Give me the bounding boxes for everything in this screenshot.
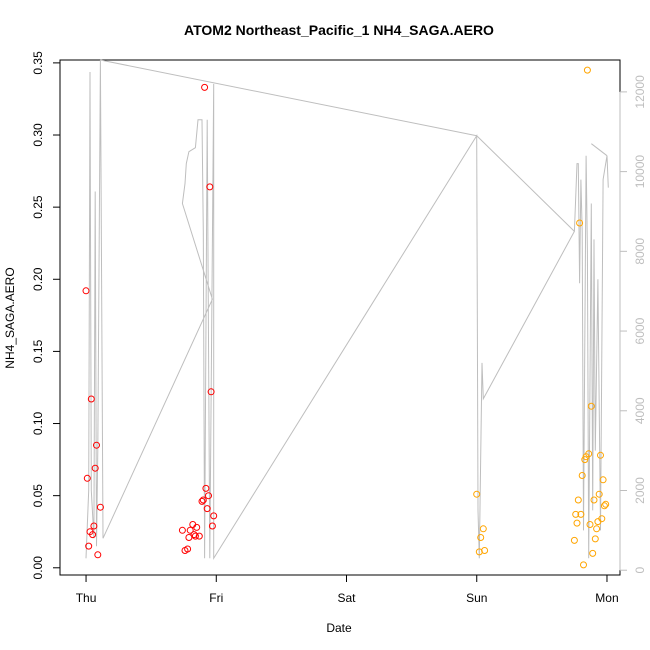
x-tick-label: Thu bbox=[76, 591, 97, 605]
data-point bbox=[580, 561, 587, 569]
data-point bbox=[593, 525, 601, 533]
data-point bbox=[577, 510, 585, 518]
altitude-line bbox=[85, 59, 609, 561]
y2-tick-label: 2000 bbox=[633, 477, 647, 504]
scatter-points-layer bbox=[82, 66, 610, 569]
data-point bbox=[94, 551, 102, 559]
x-axis: Thu Fri Sat Sun Mon bbox=[76, 574, 619, 605]
data-point bbox=[193, 523, 201, 531]
data-point bbox=[591, 535, 599, 543]
data-point bbox=[600, 502, 608, 510]
x-tick-label: Sun bbox=[466, 591, 487, 605]
data-point bbox=[93, 441, 100, 449]
x-tick-label: Mon bbox=[595, 591, 618, 605]
data-point bbox=[585, 450, 593, 458]
data-point bbox=[574, 496, 582, 504]
data-point bbox=[210, 512, 218, 520]
y-tick-label: 0.35 bbox=[31, 51, 45, 75]
y-tick-label: 0.30 bbox=[31, 123, 45, 147]
data-point bbox=[206, 183, 214, 191]
data-point bbox=[598, 515, 606, 523]
y-tick-label: 0.25 bbox=[31, 195, 45, 219]
y2-tick-label: 8000 bbox=[633, 238, 647, 265]
data-point bbox=[198, 497, 206, 505]
data-point bbox=[583, 66, 591, 74]
y-tick-label: 0.20 bbox=[31, 267, 45, 291]
data-point bbox=[83, 474, 91, 482]
data-point bbox=[599, 476, 607, 484]
chart-title: ATOM2 Northeast_Pacific_1 NH4_SAGA.AERO bbox=[184, 22, 494, 38]
y-tick-label: 0.05 bbox=[31, 484, 45, 508]
y-axis-right: 0 2000 4000 6000 8000 10000 12000 bbox=[619, 75, 647, 574]
data-point bbox=[205, 492, 212, 500]
data-point bbox=[589, 549, 597, 557]
data-point bbox=[602, 500, 610, 508]
y-tick-label: 0.10 bbox=[31, 411, 45, 435]
y2-tick-label: 12000 bbox=[633, 75, 647, 109]
altitude-line-layer bbox=[85, 59, 609, 561]
y2-tick-label: 10000 bbox=[633, 155, 647, 189]
y2-tick-label: 0 bbox=[633, 567, 647, 574]
data-point bbox=[570, 536, 578, 544]
y2-tick-label: 6000 bbox=[633, 317, 647, 344]
data-point bbox=[96, 503, 104, 511]
plot-frame bbox=[59, 59, 621, 576]
data-point bbox=[479, 525, 487, 533]
data-point bbox=[207, 388, 215, 396]
data-point bbox=[203, 505, 211, 513]
data-point bbox=[186, 526, 194, 534]
data-point bbox=[90, 522, 98, 530]
data-point bbox=[87, 395, 95, 403]
data-point bbox=[201, 83, 209, 91]
y-tick-label: 0.00 bbox=[31, 556, 45, 580]
data-point bbox=[586, 521, 594, 528]
data-point bbox=[202, 484, 210, 492]
data-point bbox=[590, 496, 598, 504]
data-point bbox=[573, 519, 581, 527]
x-tick-label: Sat bbox=[338, 591, 357, 605]
y-axis-left: 0.00 0.05 0.10 0.15 0.20 0.25 0.30 0.35 bbox=[31, 51, 61, 580]
data-point bbox=[89, 531, 97, 539]
data-point bbox=[595, 490, 603, 498]
y2-tick-label: 4000 bbox=[633, 397, 647, 424]
data-point bbox=[91, 464, 99, 472]
data-point bbox=[82, 287, 90, 295]
data-point bbox=[185, 534, 193, 541]
altitude-line-segment bbox=[591, 143, 608, 157]
altitude-line-segment bbox=[476, 135, 575, 232]
y-axis-label: NH4_SAGA.AERO bbox=[3, 267, 17, 368]
data-point bbox=[587, 402, 595, 410]
data-point bbox=[572, 510, 580, 518]
data-point bbox=[195, 532, 203, 540]
data-point bbox=[191, 532, 199, 540]
data-point bbox=[481, 547, 489, 554]
data-point bbox=[597, 451, 604, 459]
x-axis-label: Date bbox=[326, 621, 352, 635]
data-point bbox=[85, 542, 93, 550]
y-tick-label: 0.15 bbox=[31, 339, 45, 363]
data-point bbox=[208, 522, 216, 530]
altitude-line-segment bbox=[100, 59, 477, 137]
data-point bbox=[477, 534, 485, 541]
x-tick-label: Fri bbox=[209, 591, 223, 605]
data-point bbox=[199, 496, 207, 504]
data-point bbox=[178, 526, 186, 534]
data-point bbox=[576, 219, 584, 227]
data-point bbox=[184, 545, 192, 553]
data-point bbox=[578, 472, 586, 479]
data-point bbox=[473, 490, 481, 498]
